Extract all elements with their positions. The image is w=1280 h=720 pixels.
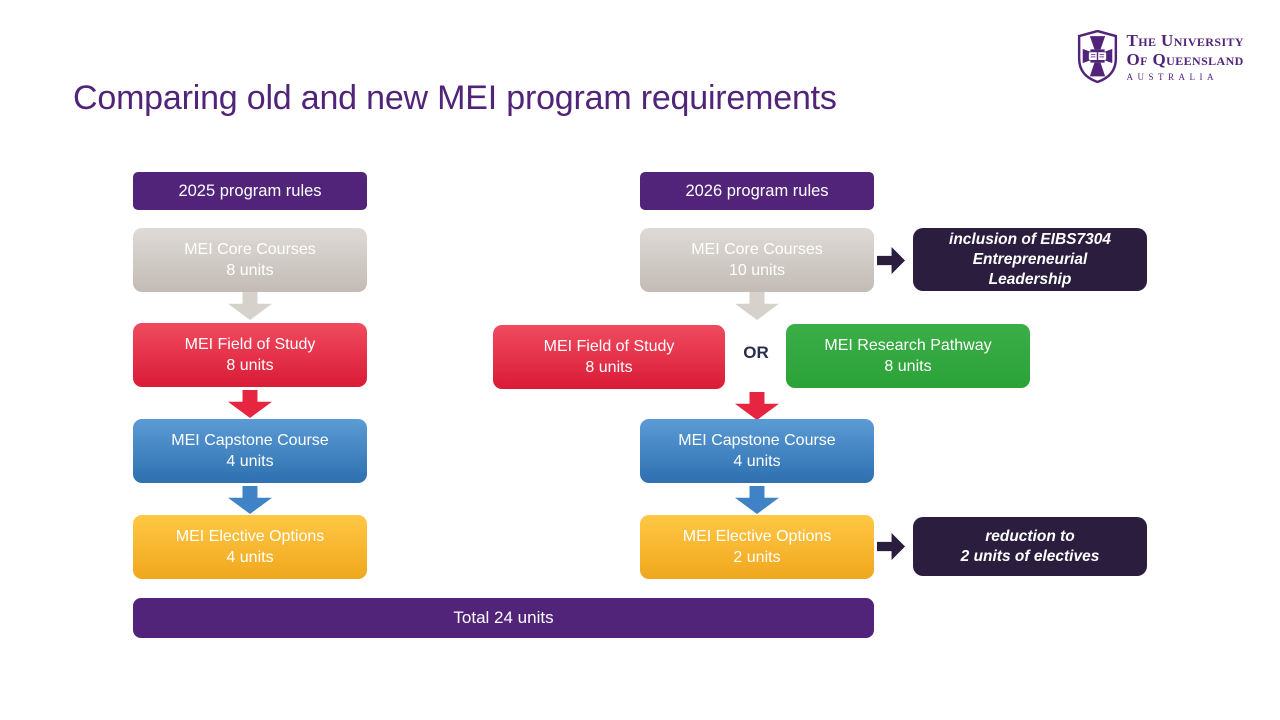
uq-logo: The University Of Queensland Australia xyxy=(1077,30,1245,83)
box-field-2025: MEI Field of Study 8 units xyxy=(133,323,367,387)
note-electives-reduction: reduction to 2 units of electives xyxy=(913,517,1147,576)
right-arrow-icon xyxy=(877,533,905,560)
box-electives-2026: MEI Elective Options 2 units xyxy=(640,515,874,579)
box-core-2025-units: 8 units xyxy=(226,262,274,279)
box-capstone-2026-title: MEI Capstone Course xyxy=(678,432,836,449)
box-capstone-2025-units: 4 units xyxy=(226,453,274,470)
uq-logo-text: The University Of Queensland Australia xyxy=(1127,31,1245,82)
down-arrow-icon xyxy=(228,390,272,418)
header-2026-rules: 2026 program rules xyxy=(640,172,874,210)
box-core-2026-units: 10 units xyxy=(728,262,786,279)
box-core-2025: MEI Core Courses 8 units xyxy=(133,228,367,292)
uq-logo-country: Australia xyxy=(1126,72,1218,82)
box-electives-2025-title: MEI Elective Options xyxy=(175,528,325,545)
box-electives-2026-title: MEI Elective Options xyxy=(682,528,832,545)
box-electives-2025: MEI Elective Options 4 units xyxy=(133,515,367,579)
box-capstone-2025-title: MEI Capstone Course xyxy=(171,432,329,449)
box-field-2025-units: 8 units xyxy=(226,357,274,374)
down-arrow-icon xyxy=(228,486,272,514)
note-core-line1: inclusion of EIBS7304 xyxy=(949,230,1111,248)
box-core-2026: MEI Core Courses 10 units xyxy=(640,228,874,292)
box-capstone-2026: MEI Capstone Course 4 units xyxy=(640,419,874,483)
down-arrow-icon xyxy=(228,292,272,320)
box-field-2026-title: MEI Field of Study xyxy=(543,338,675,355)
box-capstone-2026-units: 4 units xyxy=(733,453,781,470)
page-title: Comparing old and new MEI program requir… xyxy=(73,79,837,117)
note-core-line3: Leadership xyxy=(988,270,1072,288)
or-label: OR xyxy=(743,343,769,362)
box-research-2026: MEI Research Pathway 8 units xyxy=(786,324,1030,388)
box-field-2026-units: 8 units xyxy=(585,359,633,376)
box-research-2026-units: 8 units xyxy=(884,358,932,375)
note-core-inclusion: inclusion of EIBS7304 Entrepreneurial Le… xyxy=(913,228,1147,291)
header-2025-rules: 2025 program rules xyxy=(133,172,367,210)
down-arrow-icon xyxy=(735,292,779,320)
uq-logo-line1: The University xyxy=(1126,31,1244,50)
box-field-2026: MEI Field of Study 8 units xyxy=(493,325,725,389)
total-units-bar: Total 24 units xyxy=(133,598,874,638)
note-core-line2: Entrepreneurial xyxy=(972,250,1088,268)
uq-logo-line2: Of Queensland xyxy=(1126,50,1244,69)
right-arrow-icon xyxy=(877,247,905,274)
box-electives-2026-units: 2 units xyxy=(733,549,781,566)
note-electives-line1: reduction to xyxy=(985,527,1075,545)
box-core-2026-title: MEI Core Courses xyxy=(691,241,823,258)
down-arrow-icon xyxy=(735,486,779,514)
box-research-2026-title: MEI Research Pathway xyxy=(824,337,992,354)
uq-crest-icon xyxy=(1077,30,1117,83)
box-core-2025-title: MEI Core Courses xyxy=(184,241,316,258)
box-capstone-2025: MEI Capstone Course 4 units xyxy=(133,419,367,483)
note-electives-line2: 2 units of electives xyxy=(960,547,1100,565)
box-field-2025-title: MEI Field of Study xyxy=(184,336,316,353)
down-arrow-icon xyxy=(735,392,779,420)
box-electives-2025-units: 4 units xyxy=(226,549,274,566)
